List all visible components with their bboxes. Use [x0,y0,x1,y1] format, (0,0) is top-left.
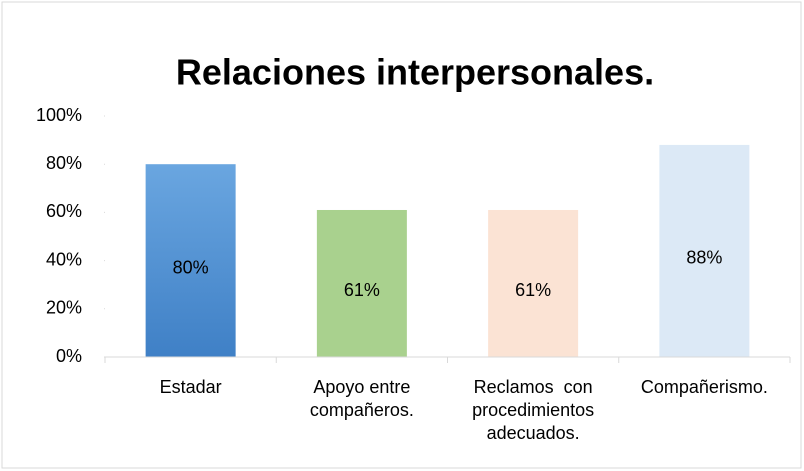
y-tick-label: 40% [46,249,82,269]
x-tick-label: Reclamos con procedimientos adecuados. [472,377,600,443]
y-tick-label: 0% [56,346,82,366]
x-tick-label: Estadar [159,377,222,397]
data-label: 61% [344,280,380,300]
chart-title: Relaciones interpersonales. [176,52,654,93]
y-tick-label: 100% [36,105,82,125]
bar [488,209,579,357]
y-tick-label: 60% [46,201,82,221]
bar [316,209,407,357]
data-label: 88% [686,248,722,268]
bar [145,164,236,357]
bar [659,144,750,357]
data-label: 61% [515,280,551,300]
y-tick-label: 20% [46,298,82,318]
y-tick-label: 80% [46,153,82,173]
x-tick-label: Apoyo entre compañeros. [309,377,416,420]
data-label: 80% [173,257,209,277]
x-tick-label: Compañerismo. [640,377,768,397]
